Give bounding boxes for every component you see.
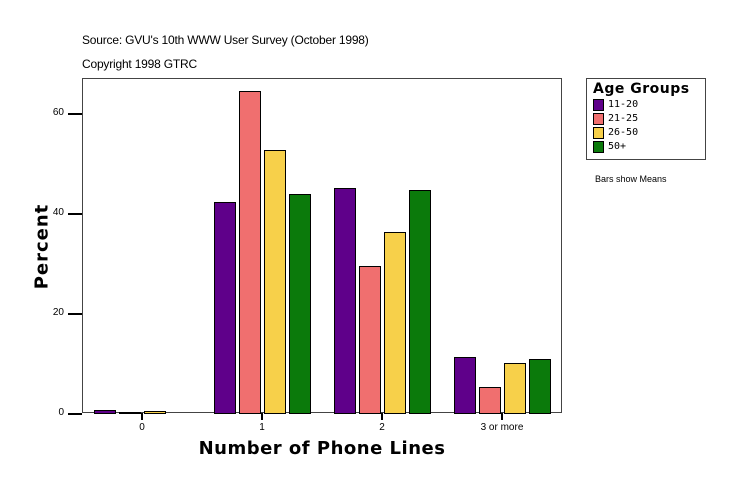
legend: Age Groups 11-20 21-25 26-50 50+: [586, 78, 706, 160]
y-tick-label: 20: [52, 307, 64, 318]
bar-11-20-1: [213, 202, 236, 414]
bar-21-25-2: [358, 266, 381, 414]
legend-label: 26-50: [608, 127, 639, 138]
bar-11-20-3 or more: [453, 357, 476, 414]
legend-swatch: [593, 141, 604, 153]
legend-label: 21-25: [608, 113, 639, 124]
y-tick-label: 40: [52, 207, 64, 218]
bar-50+-1: [288, 194, 311, 414]
bar-50+-2: [408, 190, 431, 414]
bar-21-25-1: [238, 91, 261, 414]
x-tick-label: 2: [379, 422, 385, 433]
legend-swatch: [593, 127, 604, 139]
copyright-text: Copyright 1998 GTRC: [82, 57, 197, 71]
plot-area: [82, 78, 562, 413]
y-axis-title: Percent: [31, 203, 53, 290]
x-tick: [501, 413, 503, 420]
x-tick-label: 0: [139, 422, 145, 433]
legend-swatch: [593, 113, 604, 125]
y-tick: [68, 213, 82, 215]
source-text: Source: GVU's 10th WWW User Survey (Octo…: [82, 33, 369, 47]
legend-title: Age Groups: [593, 81, 690, 97]
bar-26-50-3 or more: [503, 363, 526, 414]
x-tick-label: 1: [259, 422, 265, 433]
legend-label: 50+: [608, 141, 627, 152]
bar-26-50-2: [383, 232, 406, 414]
x-axis-title: Number of Phone Lines: [198, 438, 446, 459]
x-tick: [141, 413, 143, 420]
x-tick-label: 3 or more: [480, 422, 524, 433]
bar-11-20-0: [93, 410, 116, 414]
y-tick: [68, 313, 82, 315]
bar-50+-3 or more: [528, 359, 551, 414]
bar-11-20-2: [333, 188, 356, 414]
means-note: Bars show Means: [595, 174, 667, 184]
bar-21-25-0: [118, 412, 141, 414]
y-tick-label: 0: [58, 407, 64, 418]
x-tick: [261, 413, 263, 420]
x-tick: [381, 413, 383, 420]
legend-swatch: [593, 99, 604, 111]
bar-21-25-3 or more: [478, 387, 501, 414]
legend-label: 11-20: [608, 99, 639, 110]
bar-26-50-0: [143, 411, 166, 414]
y-tick: [68, 413, 82, 415]
y-tick-label: 60: [52, 107, 64, 118]
y-tick: [68, 113, 82, 115]
bar-26-50-1: [263, 150, 286, 414]
